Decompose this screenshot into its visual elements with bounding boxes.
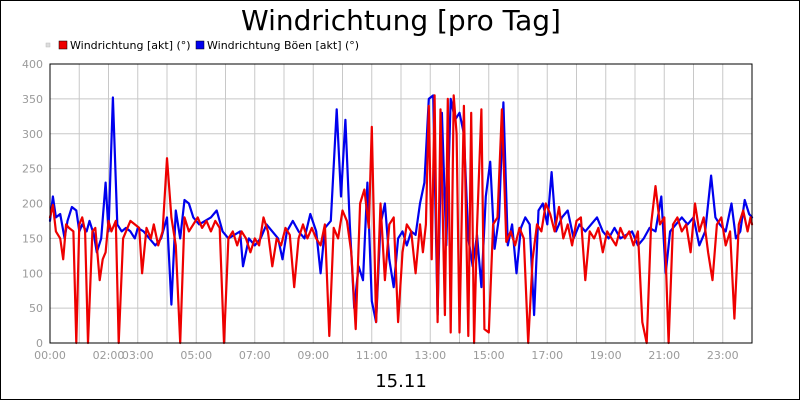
y-tick-label: 200	[22, 198, 43, 211]
legend-marker-placeholder	[45, 42, 51, 48]
series-line-wind-direction	[48, 94, 754, 345]
series-layer	[48, 94, 754, 345]
x-tick-label: 09:00	[297, 349, 329, 362]
x-tick-label: 19:00	[590, 349, 622, 362]
legend-swatch-gust-direction	[195, 40, 205, 50]
x-axis-label: 15.11	[375, 371, 427, 392]
y-axis: 0 50 100 150 200 250 300 350 400	[22, 58, 43, 350]
y-tick-label: 400	[22, 58, 43, 71]
y-tick-label: 350	[22, 93, 43, 106]
legend-label-wind-direction: Windrichtung [akt] (°)	[70, 39, 191, 52]
x-tick-label: 03:00	[122, 349, 154, 362]
x-tick-label: 17:00	[531, 349, 563, 362]
y-tick-label: 0	[36, 337, 43, 350]
legend-label-gust-direction: Windrichtung Böen [akt] (°)	[207, 39, 359, 52]
x-tick-label: 07:00	[239, 349, 271, 362]
x-tick-label: 11:00	[356, 349, 388, 362]
y-tick-label: 150	[22, 232, 43, 245]
x-tick-label: 23:00	[707, 349, 739, 362]
x-tick-label: 21:00	[648, 349, 680, 362]
y-tick-label: 250	[22, 163, 43, 176]
x-tick-label: 00:00	[34, 349, 66, 362]
x-tick-label: 15:00	[473, 349, 505, 362]
x-tick-label: 13:00	[414, 349, 446, 362]
y-tick-label: 50	[29, 302, 43, 315]
x-tick-label: 05:00	[180, 349, 212, 362]
legend: Windrichtung [akt] (°) Windrichtung Böen…	[45, 39, 359, 52]
plot-border	[49, 63, 753, 344]
chart-title: Windrichtung [pro Tag]	[241, 4, 561, 37]
x-tick-label: 02:00	[93, 349, 125, 362]
legend-swatch-wind-direction	[58, 40, 68, 50]
y-tick-label: 300	[22, 128, 43, 141]
y-tick-label: 100	[22, 267, 43, 280]
